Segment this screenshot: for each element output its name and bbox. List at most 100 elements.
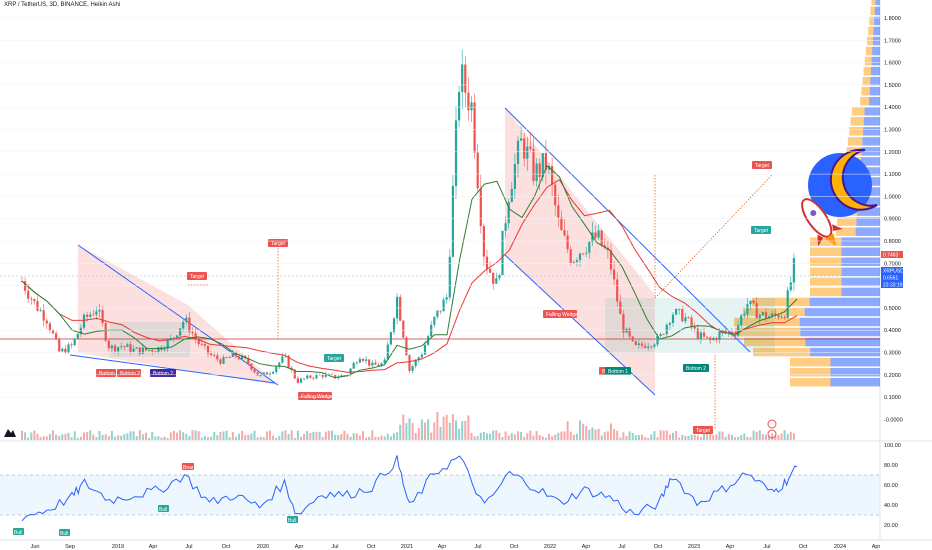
candle-body (120, 346, 123, 348)
candle-body (501, 230, 504, 276)
time-tick-label: Jul (474, 544, 481, 550)
candle-body (684, 317, 687, 322)
candle-body (504, 223, 507, 231)
candle-body (761, 311, 764, 316)
price-tick-label: 0.3000 (884, 351, 901, 357)
alert-icon[interactable] (767, 419, 777, 429)
candle-body (278, 362, 281, 367)
volume-bar (21, 430, 23, 440)
volume-bar (442, 416, 445, 440)
volume-bar (637, 435, 640, 440)
candle-body (259, 375, 262, 376)
candle-body (144, 347, 148, 351)
candle-body (616, 279, 619, 302)
volume-bar (746, 436, 749, 440)
candle-body (67, 344, 70, 353)
vp-bar-buy (874, 6, 880, 16)
candle-body (631, 336, 634, 342)
volume-bar (644, 437, 647, 440)
candle-body (343, 375, 346, 377)
vp-bar-buy (830, 377, 880, 387)
volume-bar (70, 437, 73, 440)
volume-bar (560, 431, 563, 440)
rsi-axis[interactable]: 100.00 80.00 60.00 40.00 20.00 (884, 443, 901, 529)
volume-bar (36, 433, 39, 440)
candle-body (179, 328, 182, 336)
candle-body (365, 359, 368, 361)
vp-bar-buy (863, 117, 880, 126)
volume-bar (107, 436, 110, 440)
candle-body (265, 372, 268, 375)
vp-bar-sell (752, 297, 810, 307)
volume-bar (517, 431, 519, 440)
rsi-tag-2: Bear (182, 463, 194, 471)
candle-body (225, 357, 228, 358)
rsi-tag-3: Bull (158, 505, 169, 513)
moon-icon (808, 148, 878, 217)
time-tick-label: Jul (185, 544, 192, 550)
volume-bar (606, 431, 609, 440)
vp-bar-buy (830, 357, 880, 367)
volume-bar (610, 423, 612, 440)
volume-bar (665, 430, 668, 440)
bottom-tag-1: Bottom (96, 369, 116, 377)
vp-bar-buy (800, 327, 880, 337)
price-tick-label: 1.7000 (884, 38, 901, 44)
volume-bar (712, 435, 715, 440)
vp-bar-buy (870, 76, 880, 86)
symbol-title: XRP / TetherUS, 3D, BINANCE, Heikin Ashi (4, 2, 121, 8)
volume-bar (510, 433, 513, 440)
candle-body (386, 344, 389, 360)
vp-bar-buy (860, 167, 880, 176)
volume-bar (374, 437, 377, 440)
volume-bar (461, 421, 464, 440)
volume-bar (303, 433, 306, 440)
candle-body (70, 344, 73, 346)
volume-bar (687, 435, 690, 440)
candle-body (402, 320, 405, 338)
candle-body (758, 315, 761, 319)
candle-body (792, 258, 795, 283)
volume-bar (588, 429, 591, 440)
rsi-tick-label: 40.00 (884, 503, 898, 509)
volume-bar (625, 435, 628, 440)
price-axis[interactable]: 1.8000 1.7000 1.6000 1.5000 1.4000 1.3000 1.20… (0, 16, 903, 423)
volume-bar (166, 437, 169, 440)
candle-body (600, 230, 603, 246)
settings-icon[interactable] (767, 429, 777, 439)
candle-body (399, 296, 402, 321)
volume-bar (699, 437, 702, 440)
candle-body (250, 363, 253, 370)
volume-bar (678, 437, 681, 440)
volume-bar (498, 432, 501, 440)
vp-bar-sell (870, 6, 875, 16)
candle-body (572, 261, 575, 263)
candle-body (191, 331, 194, 334)
vp-bar-buy (857, 207, 880, 216)
rocket-icon (801, 198, 843, 247)
range-box-2019 (110, 322, 190, 357)
volume-bar (318, 431, 321, 440)
vp-bar-sell (744, 337, 806, 347)
volume-bar (501, 437, 504, 440)
vp-bar-sell (810, 247, 842, 256)
vp-bar-buy (841, 257, 880, 267)
volume-bar (352, 433, 355, 440)
candle-body (551, 165, 554, 185)
time-axis[interactable]: Jun Sep 2019 Apr Jul Oct 2020 Apr Jul Oct 2021 Apr J… (31, 544, 881, 550)
time-tick-label: Apr (438, 544, 447, 550)
vp-bar-buy (875, 0, 880, 6)
vp-bar-buy (863, 127, 880, 136)
candle-body (175, 335, 179, 338)
svg-text:Target: Target (755, 163, 770, 169)
candle-body (473, 102, 476, 153)
volume-bar (783, 430, 786, 440)
volume-bar (213, 431, 216, 440)
volume-bar (414, 433, 417, 440)
candle-body (442, 299, 445, 312)
volume-bar (554, 434, 557, 440)
volume-bar (718, 431, 721, 440)
candle-body (36, 301, 39, 311)
candle-body (495, 278, 498, 284)
